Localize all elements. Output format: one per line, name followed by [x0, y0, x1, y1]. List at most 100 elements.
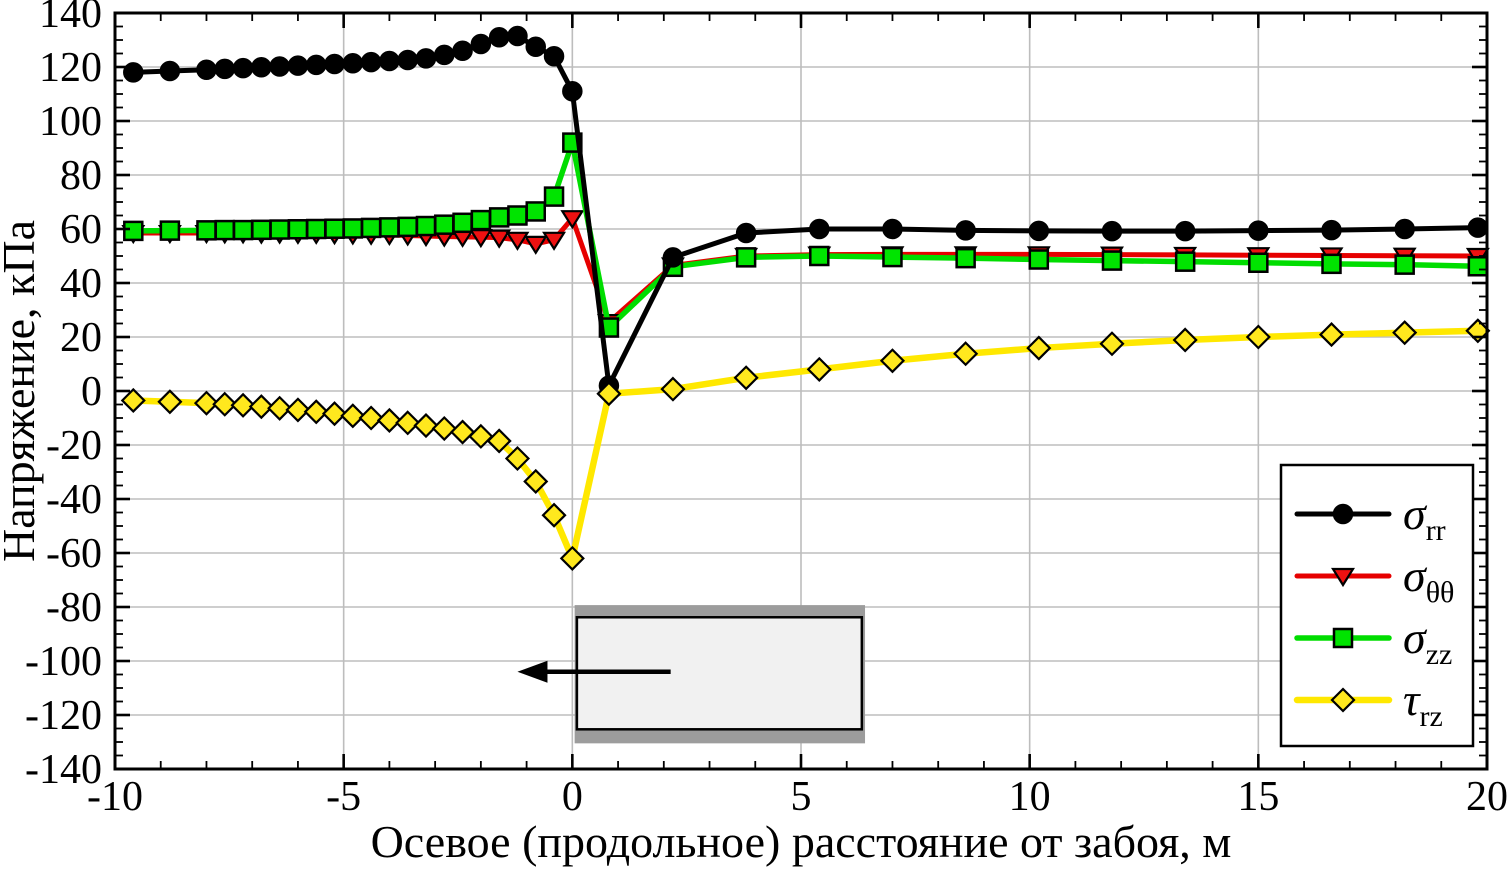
marker-square: [1321, 253, 1342, 275]
marker-diamond: [376, 407, 402, 433]
x-tick-label: -5: [326, 774, 361, 820]
marker-square: [1101, 250, 1123, 271]
marker-diamond: [1392, 320, 1418, 346]
marker-square: [735, 247, 757, 268]
marker-circle: [452, 40, 473, 62]
x-tick-label: 15: [1237, 774, 1279, 820]
series-tau_rz: [120, 318, 1491, 571]
marker-circle: [196, 59, 217, 80]
marker-diamond: [486, 428, 512, 454]
marker-circle: [434, 44, 455, 66]
marker-diamond: [340, 403, 366, 429]
marker-circle: [397, 49, 418, 71]
marker-circle: [1467, 217, 1489, 238]
marker-circle: [342, 52, 364, 74]
marker-square: [955, 247, 976, 269]
marker-diamond: [413, 413, 439, 439]
marker-circle: [955, 220, 976, 241]
marker-diamond: [450, 419, 476, 445]
marker-square: [525, 201, 546, 222]
marker-diamond: [1330, 687, 1356, 713]
marker-triangle-down: [523, 235, 548, 255]
marker-diamond: [212, 391, 238, 417]
y-tick-labels: 140 120 100 80 60 40 20 0 -20 -40 -60 -80 -100 -120 -1…: [25, 0, 102, 793]
marker-square: [1394, 254, 1415, 275]
marker-diamond: [1318, 322, 1345, 348]
marker-circle: [809, 218, 830, 240]
y-tick-label: 0: [81, 369, 102, 415]
marker-triangle-down: [487, 229, 512, 249]
marker-circle: [882, 218, 903, 240]
marker-square: [159, 220, 181, 241]
marker-triangle-down: [505, 231, 530, 251]
marker-diamond: [1026, 335, 1052, 361]
marker-square: [379, 217, 400, 238]
y-tick-label: 140: [39, 0, 102, 37]
marker-diamond: [358, 405, 384, 431]
x-tick-label: -10: [87, 774, 143, 820]
marker-diamond: [248, 394, 274, 420]
tunnel-schematic: [517, 605, 866, 744]
marker-square: [269, 219, 290, 240]
marker-circle: [232, 57, 254, 79]
marker-square: [452, 212, 473, 234]
marker-diamond: [321, 401, 348, 427]
series-sigma_zz: [123, 132, 1489, 338]
y-tick-label: 80: [60, 153, 102, 199]
marker-circle: [488, 27, 510, 48]
marker-diamond: [806, 356, 832, 382]
marker-square: [196, 220, 217, 241]
marker-circle: [525, 36, 546, 57]
marker-diamond: [733, 365, 759, 391]
marker-square: [360, 217, 382, 239]
y-axis-title: Напряжение, кПа: [0, 220, 44, 562]
marker-circle: [470, 33, 492, 55]
y-tick-label: 60: [60, 207, 102, 253]
marker-square: [123, 220, 144, 242]
marker-circle: [562, 81, 583, 102]
x-axis-title: Осевое (продольное) расстояние от забоя,…: [371, 816, 1232, 867]
y-tick-label: 100: [39, 99, 102, 145]
marker-circle: [1332, 503, 1354, 525]
marker-circle: [543, 45, 565, 67]
y-tick-label: -60: [46, 531, 102, 577]
marker-diamond: [1245, 324, 1271, 350]
marker-circle: [662, 247, 684, 268]
marker-diamond: [431, 415, 457, 442]
advance-arrow-head: [517, 660, 548, 683]
marker-circle: [324, 53, 345, 75]
marker-square: [214, 219, 236, 241]
marker-diamond: [267, 395, 293, 421]
y-tick-label: 120: [39, 45, 102, 91]
marker-circle: [269, 56, 290, 77]
marker-triangle-down: [560, 210, 585, 230]
y-tick-label: 20: [60, 315, 102, 361]
marker-diamond: [953, 341, 979, 367]
marker-diamond: [559, 545, 585, 571]
marker-diamond: [504, 445, 531, 472]
marker-square: [434, 214, 455, 235]
marker-diamond: [1099, 331, 1125, 357]
marker-square: [1467, 256, 1489, 277]
marker-circle: [379, 50, 400, 72]
marker-circle: [251, 57, 272, 78]
x-tick-label: 10: [1009, 774, 1051, 820]
marker-diamond: [193, 390, 220, 416]
y-tick-label: -40: [46, 477, 102, 523]
marker-circle: [1248, 220, 1269, 241]
marker-diamond: [157, 389, 183, 415]
marker-circle: [214, 58, 236, 80]
marker-diamond: [541, 502, 567, 528]
marker-diamond: [596, 381, 622, 407]
marker-circle: [735, 222, 757, 244]
marker-square: [397, 216, 418, 238]
marker-circle: [1394, 218, 1415, 240]
marker-square: [809, 245, 830, 267]
x-tick-label: 5: [791, 774, 812, 820]
marker-square: [324, 218, 345, 239]
marker-circle: [305, 54, 327, 76]
series-sigma_rr: [123, 25, 1489, 396]
